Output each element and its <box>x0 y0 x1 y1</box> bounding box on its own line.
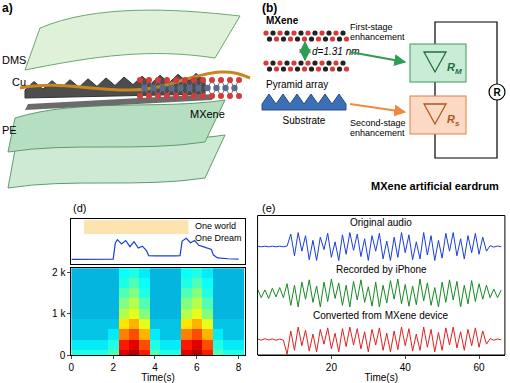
svg-text:DMS: DMS <box>2 54 26 66</box>
svg-text:4: 4 <box>152 362 158 373</box>
svg-text:20: 20 <box>326 362 338 373</box>
svg-text:2 k: 2 k <box>52 267 66 278</box>
svg-text:PE: PE <box>2 124 17 136</box>
svg-text:(e): (e) <box>262 202 275 214</box>
svg-text:RM: RM <box>447 61 462 76</box>
svg-text:60: 60 <box>473 362 485 373</box>
svg-text:a): a) <box>2 1 13 15</box>
svg-text:MXene: MXene <box>266 15 299 26</box>
svg-text:Time(s): Time(s) <box>364 372 398 383</box>
svg-text:(b): (b) <box>262 1 277 15</box>
svg-text:Cu: Cu <box>12 76 26 88</box>
svg-text:6: 6 <box>194 362 200 373</box>
svg-text:Substrate: Substrate <box>283 115 326 126</box>
svg-text:Recorded by iPhone: Recorded by iPhone <box>336 264 427 275</box>
svg-text:One worldOne Dream: One worldOne Dream <box>195 221 242 243</box>
svg-text:MXene artificial eardrum: MXene artificial eardrum <box>371 180 499 192</box>
svg-text:Pyramid array: Pyramid array <box>266 79 328 90</box>
svg-text:Converted from MXene device: Converted from MXene device <box>313 310 449 321</box>
svg-text:MXene: MXene <box>190 108 225 120</box>
svg-text:Rs: Rs <box>447 113 460 128</box>
svg-text:2: 2 <box>110 362 116 373</box>
svg-text:Original audio: Original audio <box>350 217 412 228</box>
svg-text:First-stageenhancement: First-stageenhancement <box>350 22 405 42</box>
svg-text:(d): (d) <box>73 202 86 214</box>
svg-text:8: 8 <box>236 362 242 373</box>
svg-text:0: 0 <box>60 350 66 361</box>
svg-text:0: 0 <box>69 362 75 373</box>
svg-text:d=1.31 nm: d=1.31 nm <box>312 46 360 57</box>
svg-text:Second-stageenhancement: Second-stageenhancement <box>350 118 406 138</box>
svg-text:Time(s): Time(s) <box>141 372 175 383</box>
svg-text:40: 40 <box>400 362 412 373</box>
svg-text:1 k: 1 k <box>52 308 66 319</box>
svg-text:R: R <box>493 87 501 98</box>
